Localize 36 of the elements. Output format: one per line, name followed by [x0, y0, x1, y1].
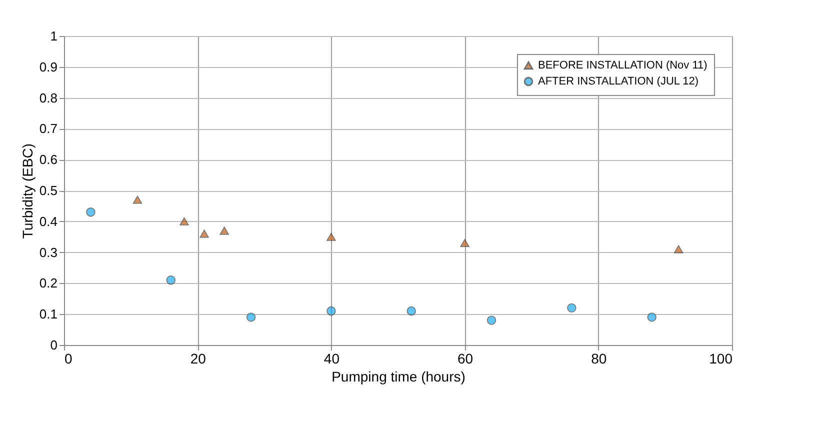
- point: [647, 312, 656, 322]
- y-tick-label: 0.4: [39, 214, 58, 229]
- y-tick-label: 0.5: [39, 183, 58, 198]
- point: [326, 306, 336, 316]
- point: [674, 245, 684, 254]
- point: [326, 232, 336, 241]
- y-tick-label: 0.8: [39, 90, 58, 106]
- point: [166, 276, 176, 285]
- y-tick-label: 0.6: [39, 152, 58, 168]
- x-tick-label: 100: [709, 350, 733, 366]
- point: [246, 312, 256, 322]
- point: [486, 316, 496, 325]
- y-tick-label: 0.7: [39, 121, 58, 136]
- y-tick-label: 1: [50, 28, 58, 44]
- point: [406, 306, 416, 316]
- point: [180, 217, 189, 226]
- point: [220, 226, 229, 235]
- x-tick-label: 60: [458, 350, 474, 366]
- x-axis-title: Pumping time (hours): [332, 368, 466, 384]
- y-tick-label: 0.3: [39, 244, 58, 260]
- y-axis-title: Turbidity (EBC): [19, 143, 36, 239]
- legend-label: AFTER INSTALLATION (JUL 12): [538, 76, 699, 88]
- point: [86, 208, 96, 217]
- x-tick-label: 20: [190, 350, 206, 366]
- legend-label: BEFORE INSTALLATION (Nov 11): [538, 60, 708, 72]
- point: [567, 303, 576, 312]
- x-tick-label: 0: [64, 350, 72, 366]
- x-tick-label: 40: [324, 350, 340, 366]
- x-tick-label: 80: [591, 350, 607, 366]
- point: [132, 196, 142, 204]
- point: [460, 239, 470, 248]
- point: [200, 230, 209, 238]
- y-tick-label: 0.2: [39, 276, 58, 291]
- y-tick-label: 0.9: [39, 59, 58, 74]
- y-tick-label: 0.1: [39, 306, 58, 322]
- y-tick-label: 0: [50, 338, 58, 352]
